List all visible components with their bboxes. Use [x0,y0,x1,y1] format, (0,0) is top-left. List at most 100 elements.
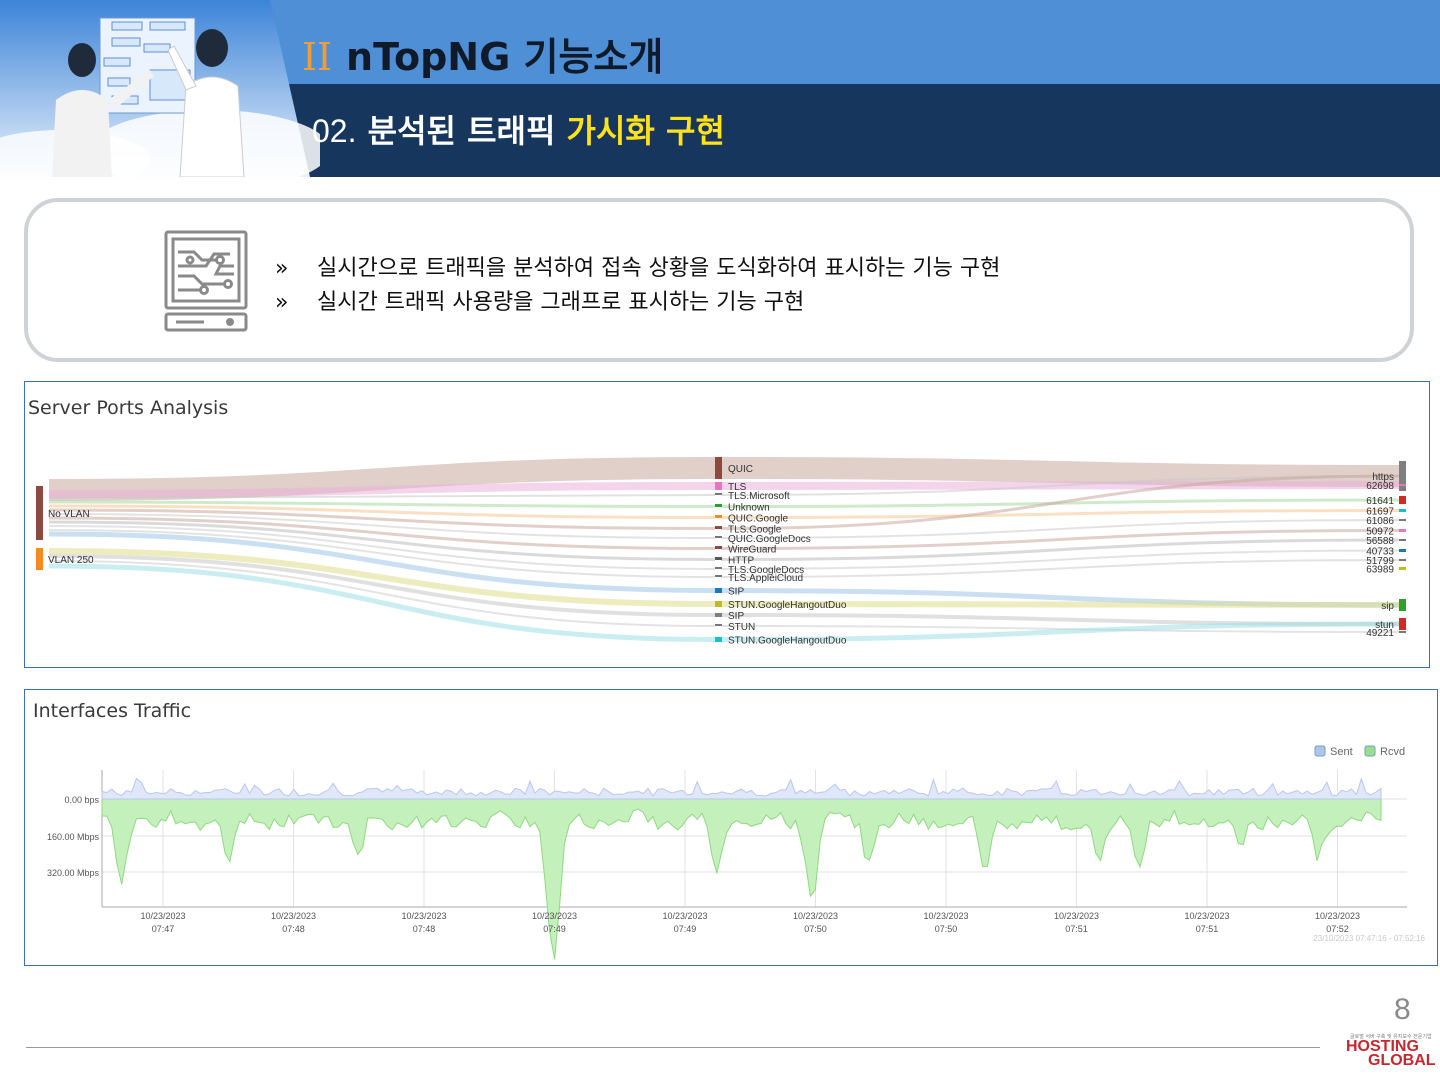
sankey-left-label: VLAN 250 [48,555,94,566]
sankey-middle-label: QUIC.Google [728,514,788,525]
x-tick-date: 10/23/2023 [401,911,446,921]
sankey-middle-node [715,536,722,538]
sankey-right-node [1399,519,1406,521]
bullet-2: » 실시간 트래픽 사용량을 그래프로 표시하는 기능 구현 [275,284,804,316]
sankey-right-node [1399,539,1406,541]
brand-tagline: 글로벌 서버 구축 및 유지보수 전문기업 [1350,1034,1432,1040]
legend-swatch [1364,745,1376,757]
footer-divider [26,1047,1320,1048]
sankey-diagram: No VLAN VLAN 250 QUIC TLSTLS.MicrosoftUnkno… [36,457,1406,647]
sankey-middle-node [715,613,722,617]
sankey-middle-label: QUIC.GoogleDocs [728,534,811,545]
sankey-flow-right [720,549,1400,570]
sankey-flow-left [48,525,716,570]
sankey-flow-right [720,621,1400,642]
sankey-middle-node [715,624,722,626]
sankey-flow-left [48,520,716,561]
sankey-flow-right [720,538,1400,561]
x-tick-date: 10/23/2023 [140,911,185,921]
sankey-nodes: No VLAN VLAN 250 QUIC TLSTLS.MicrosoftUnkno… [36,457,1406,647]
x-tick-date: 10/23/2023 [1054,911,1099,921]
info-box [24,198,1414,362]
sankey-middle-label: SIP [728,611,744,622]
sankey-middle-label: STUN.GoogleHangoutDuo [728,636,847,647]
sankey-flow-left [48,500,716,508]
sankey-right-label: 61697 [1366,507,1394,518]
sankey-flow-left [48,508,716,530]
sankey-flow-right [720,625,1400,633]
sankey-right-node [1399,599,1406,611]
y-tick-label: 320.00 Mbps [47,868,100,878]
sankey-right-label: 49221 [1366,628,1394,639]
bullet-text: 실시간 트래픽 사용량을 그래프로 표시하는 기능 구현 [317,290,805,315]
bullet-marker: » [275,256,289,281]
y-tick-label: 0.00 bps [64,795,99,805]
sankey-title: Server Ports Analysis [28,397,229,419]
page-subtitle: 02. 분석된 트래픽 가시화 구현 [312,106,725,152]
sent-area [101,777,1382,800]
sankey-middle-label: Unknown [728,503,770,514]
sankey-middle-label: STUN [728,622,755,633]
sankey-middle-label: TLS.Google [728,525,782,536]
sankey-right-node [1399,567,1406,570]
sankey-middle-node [715,504,722,507]
x-tick-date: 10/23/2023 [1315,911,1360,921]
sankey-right-label: 56588 [1366,536,1394,547]
traffic-chart: 0.00 bps 160.00 Mbps 320.00 Mbps 10/23/2023… [47,745,1426,960]
traffic-legend: Sent Rcvd [1314,745,1405,758]
circuit-monitor-icon [164,230,248,332]
x-tick-time: 07:48 [413,924,436,934]
sankey-flow-left [48,531,716,593]
bullet-1: » 실시간으로 트래픽을 분석하여 접속 상황을 도식화하여 표시하는 기능 구현 [275,250,1000,282]
x-tick-date: 10/23/2023 [662,911,707,921]
x-tick-date: 10/23/2023 [1184,911,1229,921]
sankey-right-label: 50972 [1366,527,1394,538]
x-tick-date: 10/23/2023 [532,911,577,921]
sankey-middle-node [715,588,722,593]
header-top-band [270,0,1440,84]
subtitle-text: 분석된 트래픽 [356,112,567,150]
sankey-right-label: 62698 [1366,481,1394,492]
page-title: II nTopNG 기능소개 [302,26,663,81]
header-photo [0,0,320,177]
sankey-left-node [36,548,43,570]
sankey-middle-label: TLS [728,482,747,493]
sankey-flow-right [720,475,1400,496]
sankey-flow-right [720,509,1400,519]
sankey-middle-node [715,601,722,607]
sankey-flow-left [48,548,716,607]
x-tick-time: 07:50 [935,924,958,934]
sankey-flow-left [48,457,716,501]
sankey-flow-right [720,457,1400,487]
sankey-middle-label: TLS.AppleiCloud [728,573,803,584]
sankey-middle-node [715,546,722,549]
sankey-flow-left [48,504,716,519]
x-tick-time: 07:49 [674,924,697,934]
x-tick-date: 10/23/2023 [271,911,316,921]
x-tick-time: 07:51 [1196,924,1219,934]
sankey-middle-node [715,567,722,569]
sankey-left-node [36,486,43,540]
traffic-grid [101,770,1407,908]
sankey-right-label: stun [1375,620,1394,631]
sankey-flow-right [720,519,1400,539]
sankey-flow-left [48,529,716,578]
sankey-flows [48,457,1400,642]
sankey-right-label: 63989 [1366,565,1394,576]
rcvd-area [101,798,1382,960]
sankey-flow-left [48,563,716,642]
legend-label: Sent [1330,746,1353,758]
page-number: 8 [1394,993,1411,1026]
sankey-flow-left [48,482,716,498]
sankey-right-node [1399,509,1406,512]
sankey-right-node [1399,496,1406,504]
sankey-middle-label: STUN.GoogleHangoutDuo [728,600,847,611]
sankey-middle-label: SIP [728,587,744,598]
section-roman: II [302,35,333,79]
sankey-right-label: 61086 [1366,516,1394,527]
x-tick-time: 07:52 [1326,924,1349,934]
sankey-middle-label: WireGuard [728,545,776,556]
sankey-right-node [1399,631,1406,633]
x-tick-time: 07:49 [543,924,566,934]
subtitle-highlight: 가시화 구현 [566,112,725,150]
